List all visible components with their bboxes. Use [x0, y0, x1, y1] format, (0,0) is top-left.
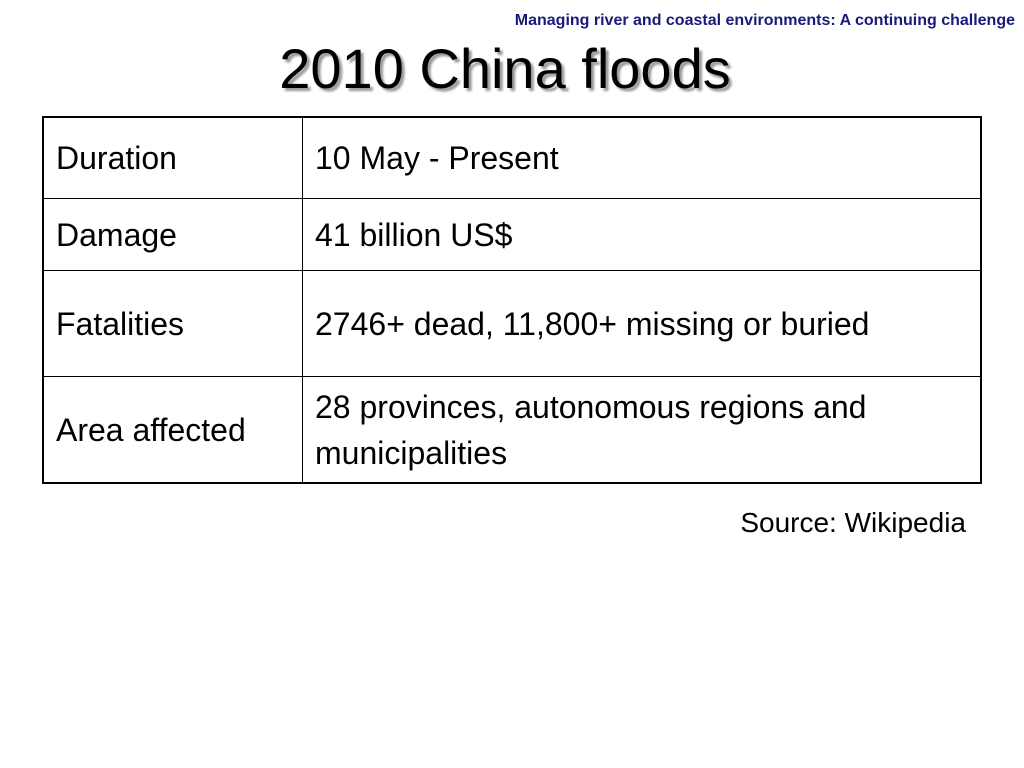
header-course-title: Managing river and coastal environments:… [514, 12, 1015, 29]
table-row-area-affected: Area affected 28 provinces, autonomous r… [42, 376, 982, 484]
source-citation: Source: Wikipedia [740, 507, 966, 538]
row-label: Duration [42, 116, 303, 199]
table-row-damage: Damage 41 billion US$ [42, 198, 982, 271]
row-value: 2746+ dead, 11,800+ missing or buried [302, 270, 982, 377]
table-row-fatalities: Fatalities 2746+ dead, 11,800+ missing o… [42, 270, 982, 377]
facts-table: Duration 10 May - Present Damage 41 bill… [42, 116, 982, 484]
row-label: Area affected [42, 376, 303, 484]
row-value: 28 provinces, autonomous regions and mun… [302, 376, 982, 484]
table-row-duration: Duration 10 May - Present [42, 116, 982, 199]
slide-title: 2010 China floods [279, 37, 731, 100]
row-label: Fatalities [42, 270, 303, 377]
row-label: Damage [42, 198, 303, 271]
row-value: 41 billion US$ [302, 198, 982, 271]
row-value: 10 May - Present [302, 116, 982, 199]
